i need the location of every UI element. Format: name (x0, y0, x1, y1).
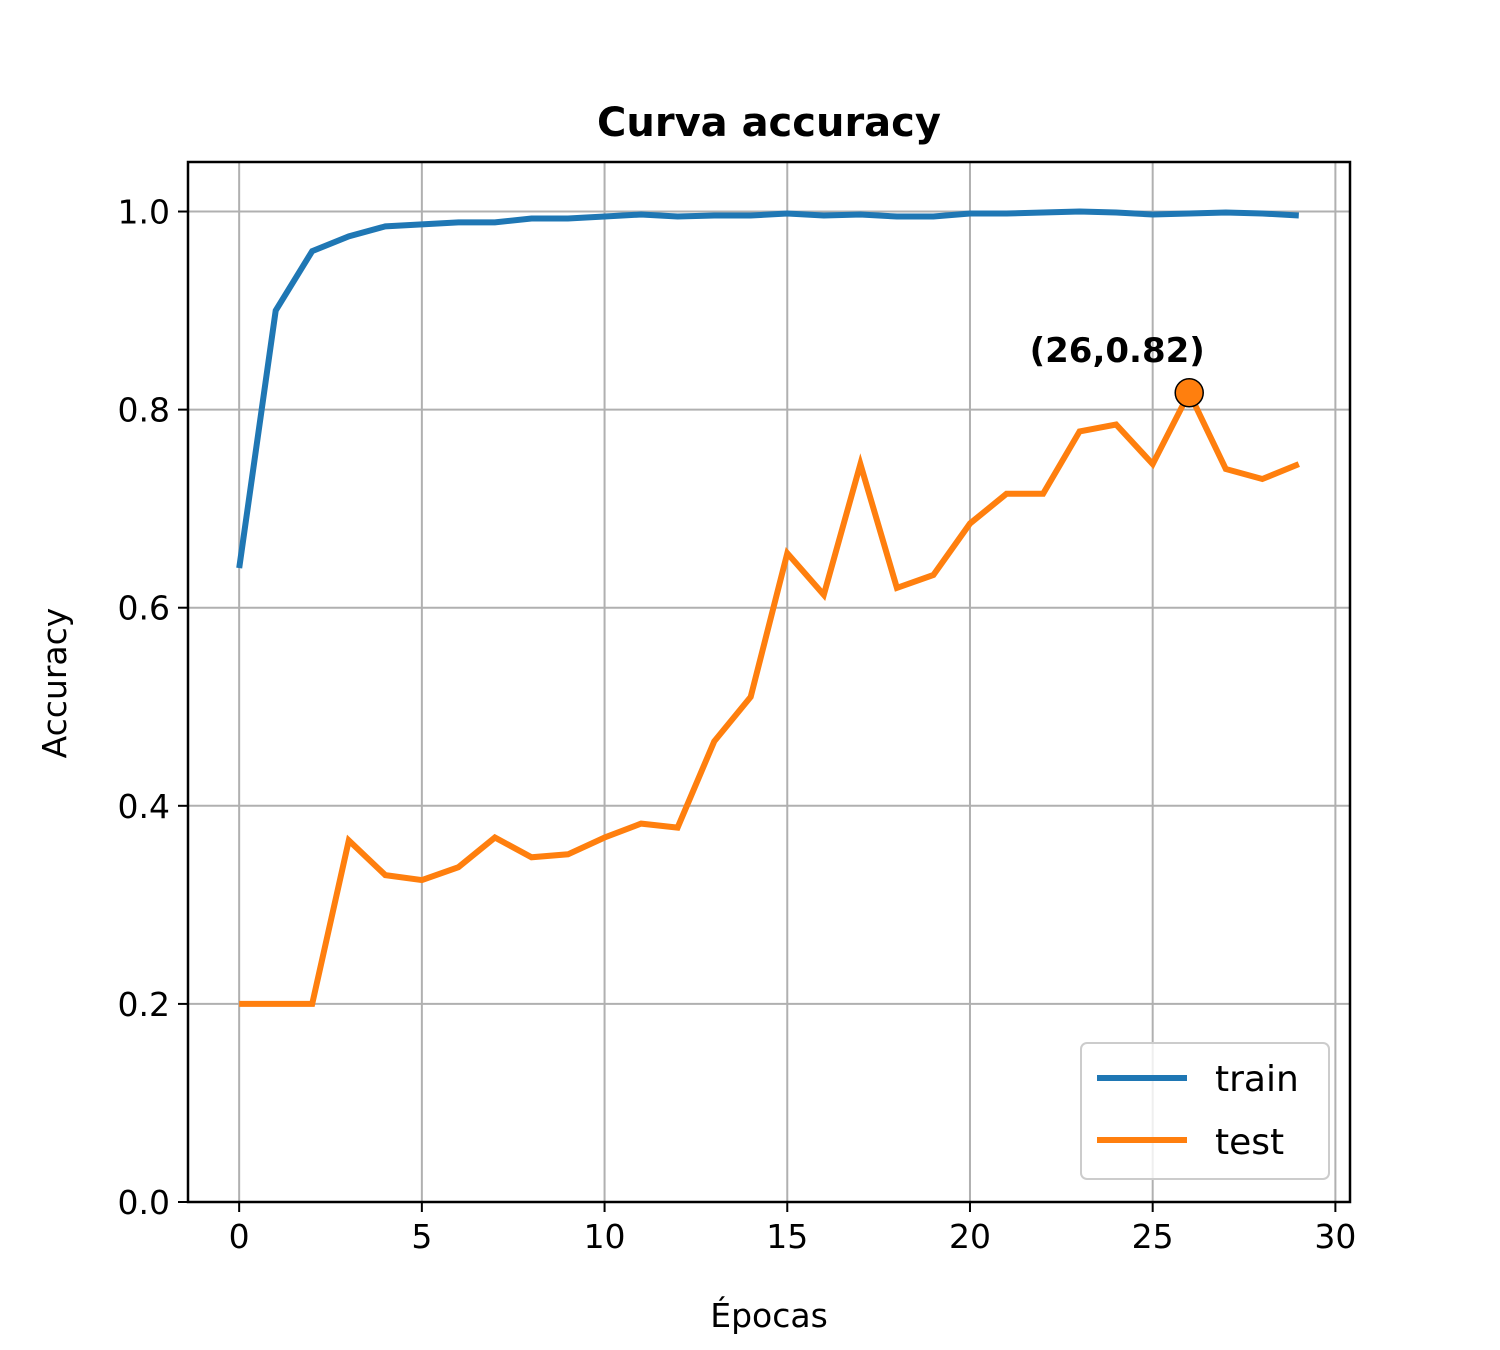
x-tick-label: 5 (411, 1217, 432, 1256)
y-axis-label: Accuracy (35, 608, 74, 759)
x-tick-label: 20 (949, 1217, 991, 1256)
y-tick-label: 0.0 (118, 1183, 170, 1222)
y-tick-label: 0.6 (118, 589, 170, 628)
series-line-train (236, 208, 1299, 569)
x-axis-label: Épocas (710, 1295, 828, 1335)
grid (188, 162, 1350, 1202)
series-line-test (239, 386, 1300, 1007)
chart-title: Curva accuracy (597, 100, 941, 146)
x-tick-label: 25 (1132, 1217, 1174, 1256)
y-tick-label: 1.0 (118, 193, 170, 232)
legend: train test (1080, 1042, 1330, 1180)
x-tick-label: 15 (766, 1217, 808, 1256)
x-tick-label: 10 (584, 1217, 626, 1256)
y-tick-label: 0.8 (118, 391, 170, 430)
x-tick-label: 30 (1314, 1217, 1356, 1256)
y-tick-label: 0.4 (118, 787, 170, 826)
annotation: (26,0.82) (1030, 331, 1205, 408)
axis-ticks: 0 5 10 15 20 25 30 0.0 0.2 0.4 0.6 0.8 1.0 (118, 193, 1357, 1256)
annotation-label: (26,0.82) (1030, 331, 1205, 371)
plot-frame (186, 160, 1352, 1204)
x-tick-label: 0 (229, 1217, 250, 1256)
series-lines (236, 208, 1300, 1007)
annotation-marker (1174, 378, 1204, 408)
legend-label-test: test (1215, 1122, 1284, 1163)
y-tick-label: 0.2 (118, 985, 170, 1024)
legend-label-train: train (1215, 1059, 1299, 1100)
